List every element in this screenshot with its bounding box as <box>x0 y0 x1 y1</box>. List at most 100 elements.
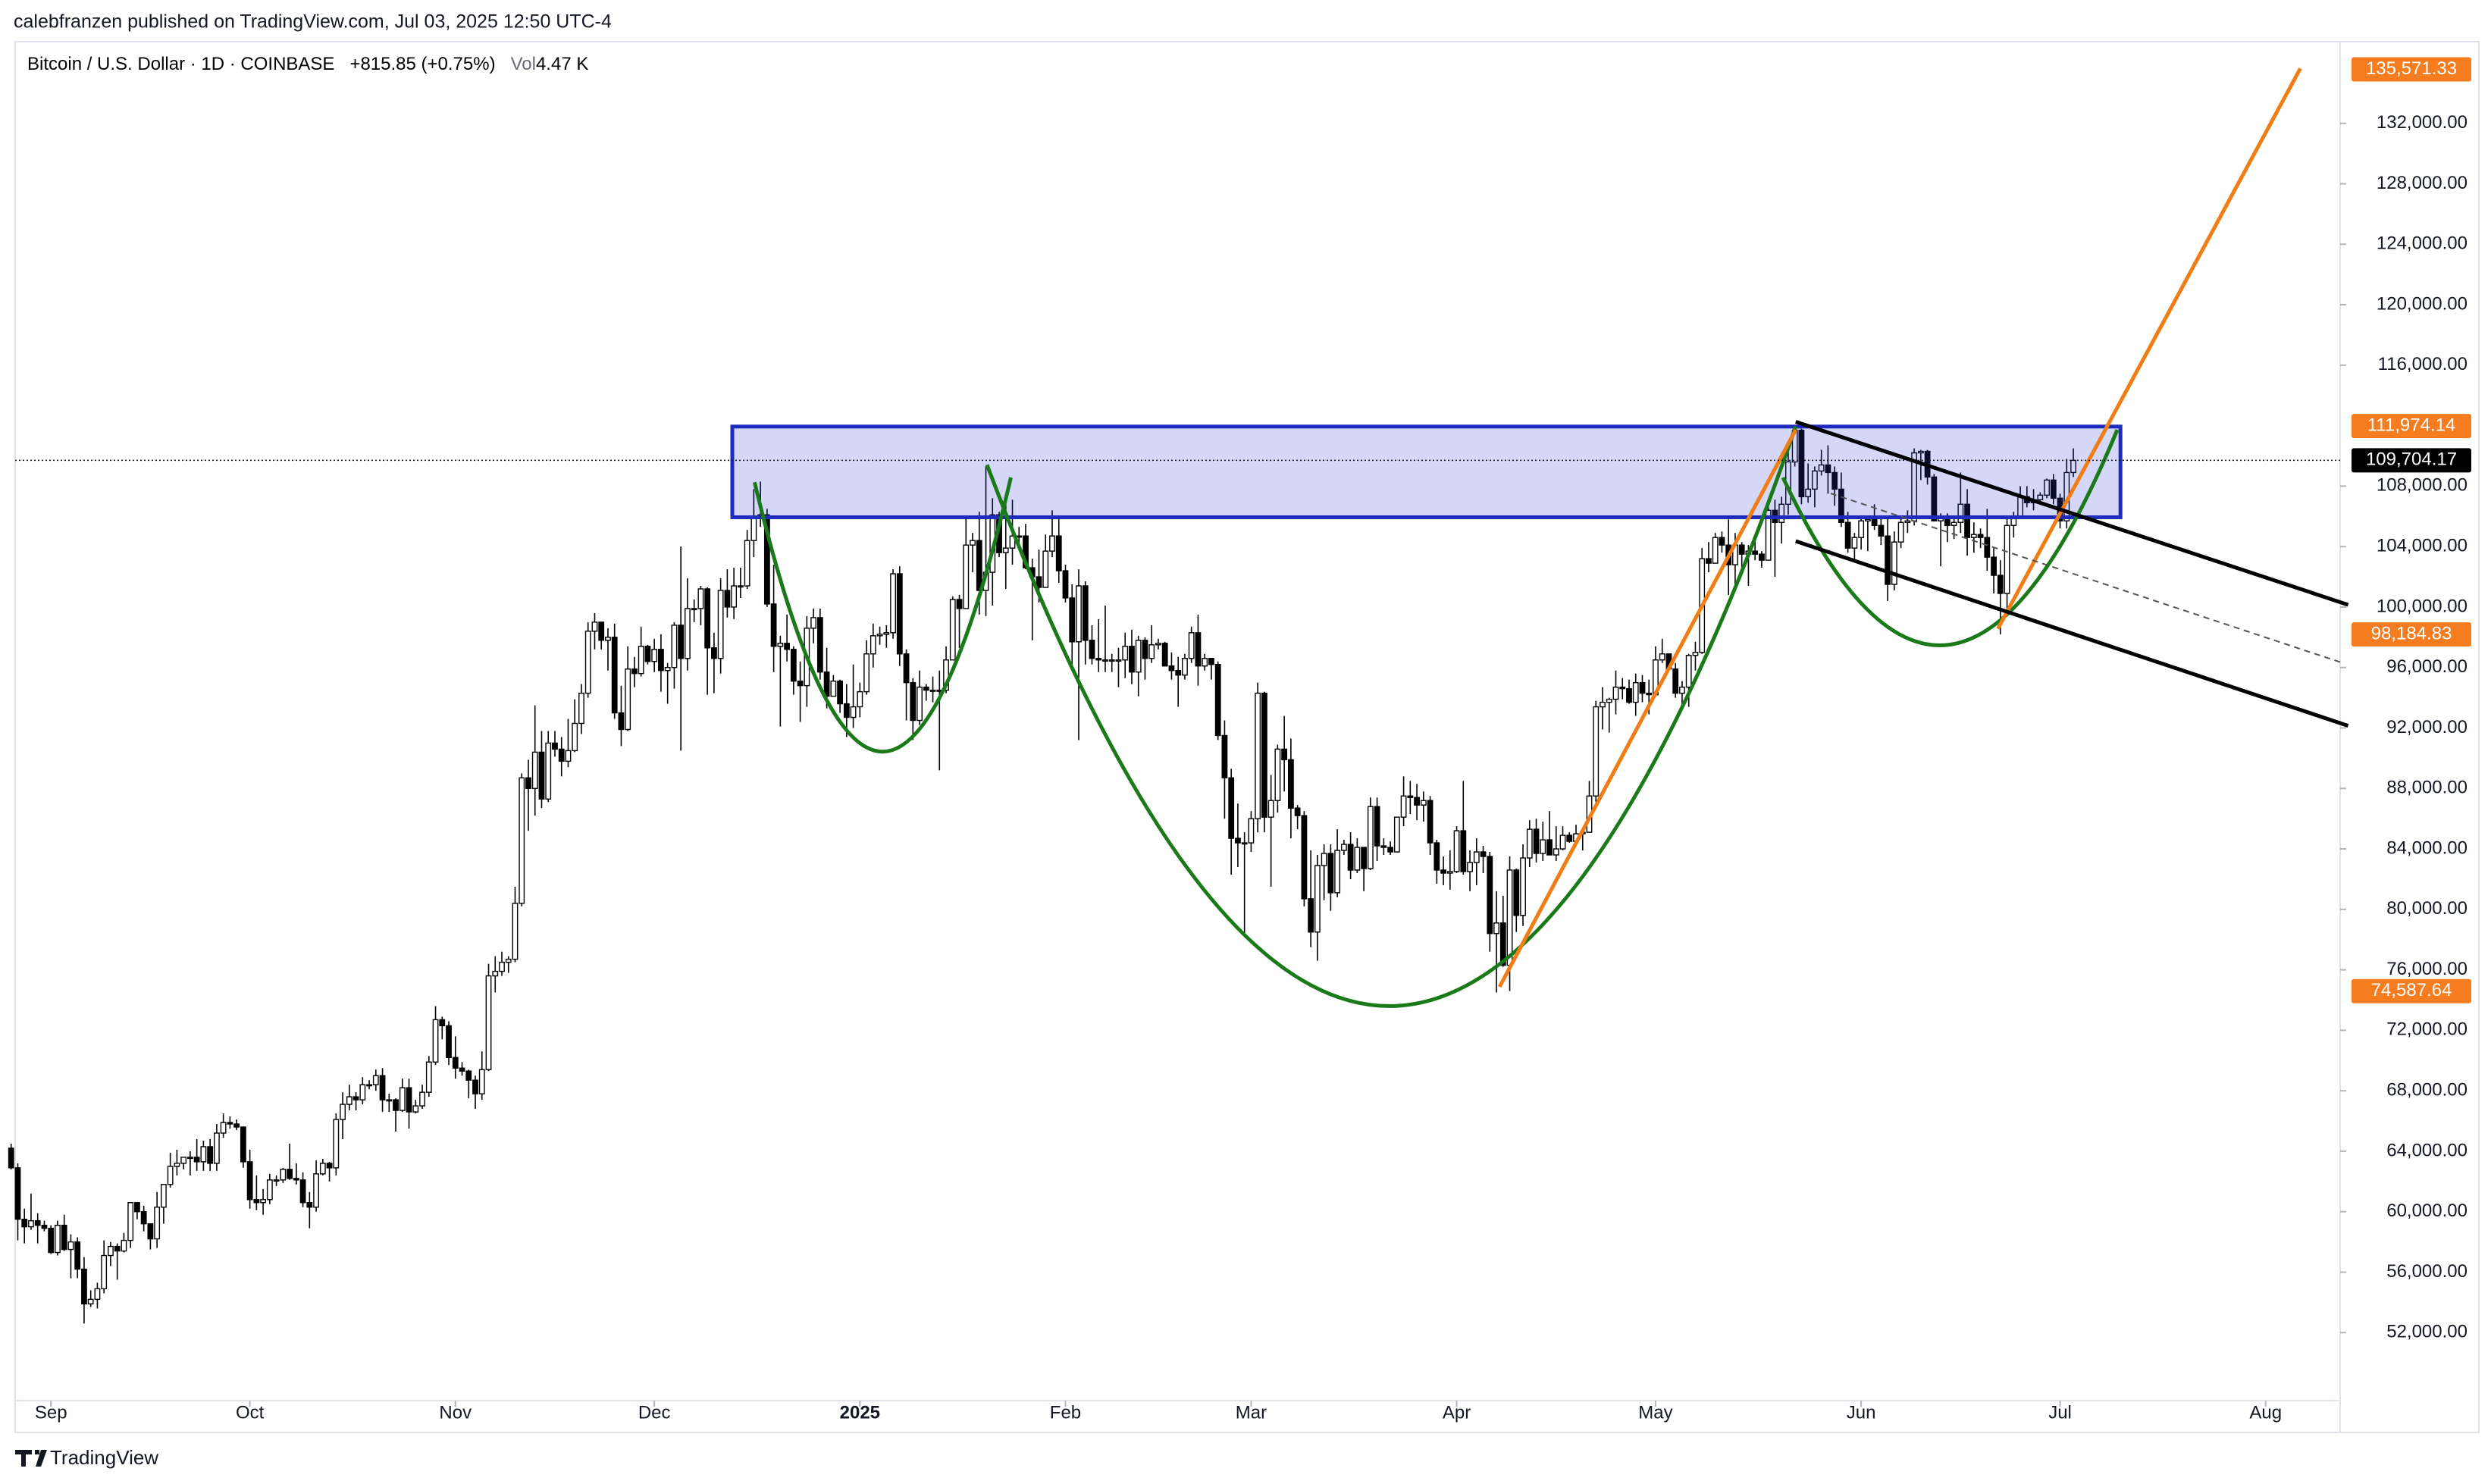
x-tick-label: Jul <box>2048 1402 2072 1423</box>
candle-body <box>299 1179 306 1204</box>
candle-body <box>1016 535 1023 538</box>
candle-body <box>1248 818 1255 844</box>
candle-body <box>1480 851 1487 857</box>
candle-body <box>763 514 770 605</box>
candle-body <box>1798 429 1805 498</box>
candle-body <box>1221 734 1228 779</box>
candle-body <box>412 1105 419 1113</box>
candle-body <box>174 1163 180 1167</box>
candle-body <box>704 588 711 649</box>
x-tick-label: Mar <box>1236 1402 1267 1423</box>
candle-body <box>134 1202 140 1213</box>
candle-body <box>1593 706 1600 797</box>
y-tick-label: 92,000.00 <box>2386 717 2468 737</box>
candle-body <box>1161 643 1168 667</box>
candle-body <box>1738 544 1745 555</box>
candle-body <box>1049 535 1055 552</box>
y-tick-label: 84,000.00 <box>2386 837 2468 858</box>
candle-body <box>784 643 791 650</box>
candle-body <box>1460 830 1467 872</box>
candle-body <box>1858 520 1865 538</box>
candle-body <box>691 608 697 611</box>
candle-body <box>1679 686 1685 694</box>
candle-body <box>1400 795 1407 818</box>
price-badge <box>2352 448 2471 473</box>
candle-body <box>1904 520 1911 523</box>
candle-body <box>685 608 691 659</box>
candle-body <box>750 515 757 541</box>
cup-curve <box>1781 429 2120 647</box>
candle-body <box>618 712 625 731</box>
candle-body <box>1765 509 1772 561</box>
candle-body <box>1632 681 1639 703</box>
candle-body <box>863 653 870 693</box>
y-tick-label: 108,000.00 <box>2377 475 2468 496</box>
price-badge <box>2352 57 2471 82</box>
candle-body <box>67 1241 74 1251</box>
candle-body <box>843 703 850 719</box>
candle-body <box>186 1157 193 1160</box>
candle-body <box>1287 759 1294 809</box>
candle-body <box>1434 842 1440 871</box>
candle-body <box>963 544 970 609</box>
candle-body <box>611 637 618 714</box>
candle-body <box>631 668 638 675</box>
candle-body <box>1301 815 1308 900</box>
drawings <box>730 67 2349 1008</box>
candle-body <box>240 1126 246 1163</box>
candle-body <box>625 668 631 731</box>
x-tick-label: Oct <box>236 1402 265 1423</box>
candle-body <box>1281 748 1288 761</box>
candle-body <box>1453 830 1460 872</box>
candle-body <box>1559 834 1566 850</box>
candle-body <box>1374 806 1380 847</box>
candle-body <box>1752 550 1759 555</box>
resistance-zone <box>730 424 2123 519</box>
candle-body <box>8 1147 14 1169</box>
candle-body <box>266 1179 273 1201</box>
candle-body <box>591 621 598 632</box>
candle-body <box>1135 640 1142 673</box>
candle-body <box>1759 553 1765 561</box>
candle-body <box>439 1019 446 1027</box>
candle-body <box>525 777 531 789</box>
x-tick-label: Aug <box>2249 1402 2282 1423</box>
candle-body <box>1506 869 1513 966</box>
candle-body <box>193 1157 200 1163</box>
candle-body <box>658 649 664 672</box>
candle-body <box>910 681 916 722</box>
candle-body <box>246 1161 253 1201</box>
candle-body <box>293 1178 299 1181</box>
candle-body <box>213 1132 220 1164</box>
candle-body <box>850 706 857 719</box>
volume-label: Vol <box>511 54 536 74</box>
candle-body <box>1646 692 1653 696</box>
price-badge-label: 74,587.64 <box>2371 980 2452 1000</box>
candle-body <box>1626 687 1632 703</box>
brand: TradingView <box>50 1446 158 1469</box>
candle-body <box>1274 748 1281 801</box>
candle-body <box>127 1202 134 1241</box>
candle-body <box>1566 834 1573 842</box>
x-tick-label: Sep <box>35 1402 67 1423</box>
candle-body <box>273 1179 280 1182</box>
candle-body <box>160 1184 167 1208</box>
candle-body <box>227 1122 233 1125</box>
candle-body <box>1487 856 1493 935</box>
candle-body <box>1082 585 1089 641</box>
candle-body <box>406 1087 412 1113</box>
candle-body <box>1950 521 1957 526</box>
candle-body <box>287 1169 293 1179</box>
candle-body <box>1446 871 1453 874</box>
candle-body <box>572 722 578 752</box>
candle-body <box>1997 575 2004 594</box>
candle-body <box>1414 797 1420 806</box>
candle-body <box>1241 842 1248 845</box>
candle-body <box>1440 869 1446 874</box>
candle-body <box>565 750 572 762</box>
candle-body <box>2037 494 2044 501</box>
y-tick-label: 64,000.00 <box>2386 1140 2468 1160</box>
candle-body <box>724 590 731 608</box>
candle-body <box>1089 640 1095 659</box>
candle-body <box>697 588 704 609</box>
